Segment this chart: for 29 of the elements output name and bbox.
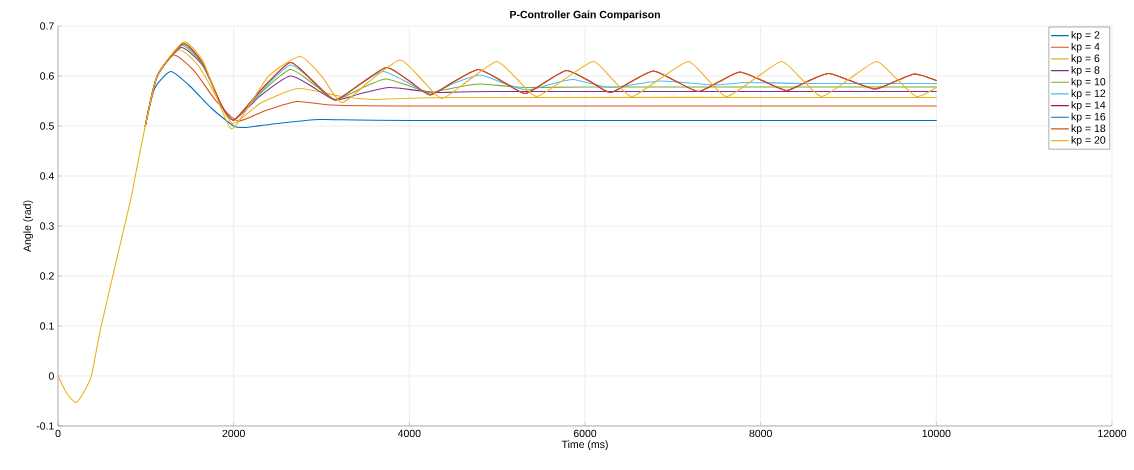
y-tick-label: 0.4	[40, 172, 54, 180]
y-tick-label: 0.6	[40, 72, 54, 80]
legend-label: kp = 4	[1071, 42, 1100, 53]
legend-label: kp = 12	[1071, 89, 1106, 100]
y-tick-label: 0.2	[40, 272, 54, 280]
legend-label: kp = 2	[1071, 30, 1100, 41]
legend-label: kp = 20	[1071, 136, 1106, 146]
x-axis-title: Time (ms)	[561, 440, 608, 451]
legend-label: kp = 14	[1071, 101, 1106, 111]
y-axis-title: Angle (rad)	[23, 200, 34, 252]
y-tick-label: 0.1	[40, 322, 54, 330]
legend-label: kp = 16	[1071, 112, 1106, 123]
y-tick-label: -0.1	[36, 422, 54, 430]
legend-label: kp = 6	[1071, 54, 1100, 65]
y-tick-label: 0.3	[40, 222, 54, 230]
x-tick-label: 10000	[922, 429, 951, 438]
legend-label: kp = 18	[1071, 124, 1106, 135]
y-tick-label: 0.7	[40, 22, 54, 30]
y-tick-label: 0.5	[40, 122, 54, 130]
chart-title: P-Controller Gain Comparison	[510, 10, 660, 21]
x-tick-label: 0	[55, 429, 61, 438]
y-tick-label: 0	[48, 372, 54, 380]
x-tick-label: 4000	[397, 429, 421, 438]
x-tick-label: 6000	[573, 429, 597, 438]
x-tick-label: 8000	[749, 429, 772, 438]
legend-label: kp = 8	[1071, 65, 1100, 76]
legend-label: kp = 10	[1071, 77, 1106, 88]
x-tick-label: 2000	[222, 429, 245, 438]
x-tick-label: 12000	[1098, 429, 1127, 438]
